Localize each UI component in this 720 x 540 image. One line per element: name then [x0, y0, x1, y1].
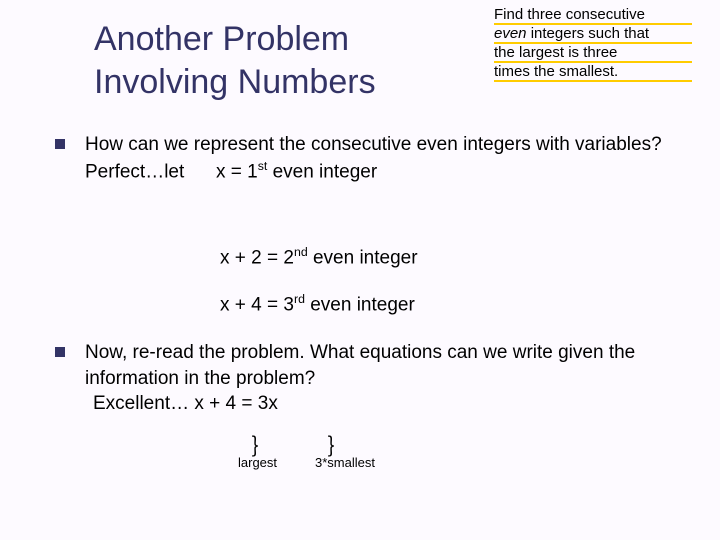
- bullet-1-text: How can we represent the consecutive eve…: [85, 132, 662, 185]
- brace-largest-icon: ︷: [247, 435, 279, 457]
- bullet-square-icon: [55, 347, 65, 357]
- callout-line1: Find three consecutive: [494, 6, 692, 25]
- equation-3: x + 4 = 3rd even integer: [220, 292, 415, 316]
- title-line2: Involving Numbers: [94, 63, 376, 101]
- bullet-2: Now, re-read the problem. What equations…: [55, 340, 665, 417]
- callout-line2: even integers such that: [494, 25, 692, 44]
- bullet-1: How can we represent the consecutive eve…: [55, 132, 675, 185]
- callout-line3: the largest is three: [494, 44, 692, 63]
- label-largest: largest: [238, 455, 277, 470]
- bullet-square-icon: [55, 139, 65, 149]
- label-smallest: 3*smallest: [315, 455, 375, 470]
- title-line1: Another Problem: [94, 20, 349, 58]
- callout-line4: times the smallest.: [494, 63, 692, 82]
- bullet-2-text: Now, re-read the problem. What equations…: [85, 340, 665, 417]
- problem-callout: Find three consecutive even integers suc…: [494, 6, 692, 82]
- equation-2: x + 2 = 2nd even integer: [220, 245, 418, 269]
- brace-smallest-icon: ︷: [323, 435, 355, 457]
- slide-title: Another Problem Involving Numbers: [94, 18, 376, 103]
